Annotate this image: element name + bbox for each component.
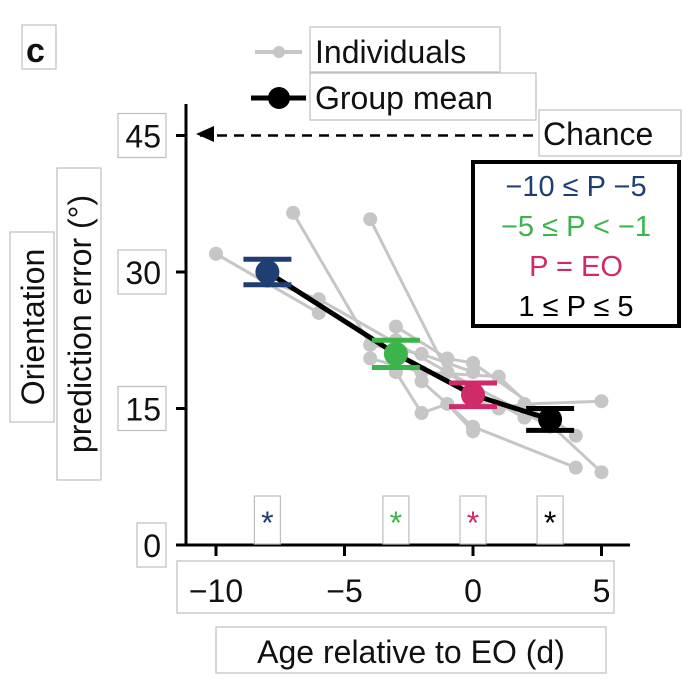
legend-individuals-marker [273, 46, 285, 58]
y-axis-label-box-1 [9, 231, 55, 423]
significance-layer: * * * * [253, 495, 564, 545]
group-legend: −10 ≤ P −5 −5 ≤ P < −1 P = EO 1 ≤ P ≤ 5 [471, 160, 681, 328]
y-axis-label-line-1: Orientation [15, 249, 51, 406]
y-axis-label-line-2: prediction error (°) [62, 195, 98, 453]
individual-line [394, 371, 475, 433]
y-tick-label: 30 [125, 255, 161, 291]
legend-individuals-box [309, 26, 501, 73]
significance-star: * [467, 505, 479, 541]
individual-point [594, 465, 609, 480]
individual-point [568, 460, 583, 475]
legend-group-mean-box [309, 72, 537, 121]
group-mean-point [383, 341, 408, 366]
group-mean-point [255, 260, 280, 284]
x-tick-label: −10 [189, 573, 243, 609]
significance-star: * [544, 505, 556, 541]
chance-arrowhead [196, 126, 214, 142]
group-mean-point [538, 407, 563, 432]
y-tick-label-box [136, 522, 167, 568]
individual-point [440, 365, 455, 380]
group-mean-line [266, 269, 551, 422]
group-legend-entry: P = EO [529, 251, 623, 283]
individual-line [369, 357, 603, 474]
y-tick-label-box [117, 385, 167, 432]
significance-star-box [459, 495, 487, 545]
group-mean-point [461, 382, 485, 407]
x-axis-label-box [215, 626, 607, 674]
group-legend-entry: 1 ≤ P ≤ 5 [518, 291, 633, 323]
individual-point [491, 369, 506, 384]
significance-star-box [536, 495, 564, 545]
individual-point [414, 346, 429, 361]
individual-point [414, 406, 429, 421]
individual-point [440, 351, 455, 366]
x-ticks: −10 −5 0 5 [176, 545, 615, 614]
individual-point [466, 424, 480, 439]
group-legend-entry: −10 ≤ P −5 [505, 171, 646, 203]
y-ticks: 0 15 30 45 [117, 112, 186, 568]
individual-point [209, 246, 223, 261]
individual-point [286, 205, 301, 220]
panel-label: c [26, 32, 45, 70]
x-tick-label: 0 [464, 573, 482, 609]
panel-label-box [21, 24, 57, 70]
individual-point [363, 351, 378, 366]
y-axis-label-box-2 [56, 167, 102, 481]
y-tick-label-box [117, 112, 167, 159]
chance-annotation: Chance [196, 109, 682, 157]
y-tick-label: 0 [143, 528, 161, 564]
group-legend-frame [471, 160, 681, 328]
significance-star: * [390, 505, 402, 541]
chance-label-box [538, 109, 682, 157]
individual-point [466, 356, 480, 370]
x-axis-label: Age relative to EO (d) [257, 634, 565, 670]
x-tick-label: −5 [326, 573, 362, 609]
legend-group-mean-label: Group mean [315, 80, 493, 116]
significance-star-box [382, 495, 410, 545]
group-mean-layer [243, 256, 575, 433]
individual-point [363, 212, 378, 227]
legend-group-mean-marker [268, 87, 290, 109]
individual-point [388, 319, 403, 334]
legend: Individuals Group mean [251, 26, 537, 121]
y-tick-label: 45 [125, 119, 161, 155]
individual-line [291, 212, 372, 346]
y-axis-label: Orientation prediction error (°) [9, 167, 102, 481]
x-tick-label: 5 [593, 573, 611, 609]
group-legend-entry: −5 ≤ P < −1 [501, 211, 651, 243]
chance-label: Chance [543, 116, 653, 152]
legend-individuals-label: Individuals [315, 34, 466, 70]
x-tick-labels-box [176, 560, 615, 614]
individual-point [414, 374, 429, 389]
y-tick-label: 15 [125, 392, 161, 428]
significance-star: * [261, 505, 273, 541]
significance-star-box [253, 495, 281, 545]
y-tick-label-box [117, 249, 167, 295]
individual-point [594, 394, 609, 409]
